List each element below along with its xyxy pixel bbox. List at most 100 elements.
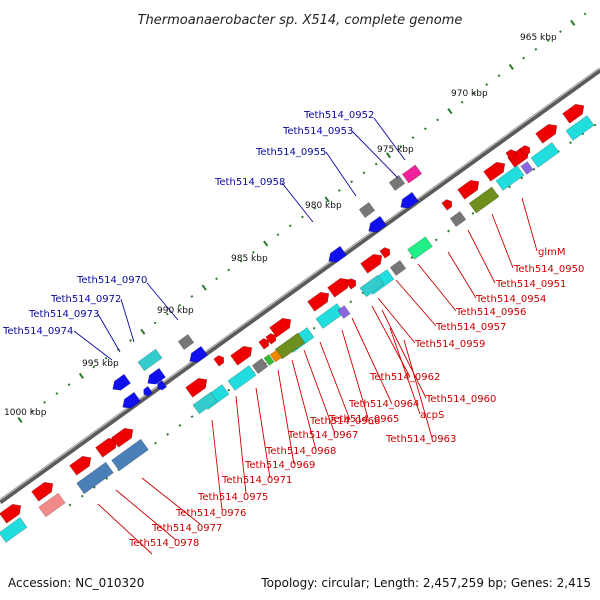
- gene-arrow: [112, 373, 131, 391]
- label-leader: [303, 349, 336, 435]
- gene-label[interactable]: Teth514_0977: [151, 523, 222, 534]
- label-leader: [389, 327, 421, 415]
- gene-label[interactable]: Teth514_0973: [28, 309, 99, 320]
- gene-box: [520, 161, 534, 175]
- gene-label[interactable]: Teth514_0958: [214, 177, 285, 188]
- scale-tick: [67, 383, 71, 387]
- gene-box: [192, 391, 218, 415]
- gene-box: [111, 438, 149, 472]
- gene-label[interactable]: Teth514_0962: [369, 372, 440, 383]
- gene-label[interactable]: Teth514_0955: [255, 147, 326, 158]
- gene-arrow: [441, 199, 453, 211]
- label-leader: [395, 279, 437, 327]
- label-leader: [447, 251, 477, 299]
- gene-label[interactable]: Teth514_0963: [385, 434, 456, 445]
- gene-label[interactable]: Teth514_0978: [128, 538, 199, 549]
- gene-label[interactable]: Teth514_0965: [328, 414, 399, 425]
- gene-label[interactable]: Teth514_0950: [513, 264, 584, 275]
- gene-arrow: [535, 123, 558, 144]
- gene-box: [263, 354, 275, 366]
- scale-tick: [312, 326, 316, 330]
- scale-label: 965 kbp: [520, 33, 557, 43]
- scale-tick: [165, 312, 169, 316]
- scale-tick: [374, 162, 378, 166]
- scale-tick: [55, 392, 59, 395]
- gene-box: [251, 358, 269, 374]
- scale-tick: [301, 215, 304, 219]
- scale-tick: [362, 171, 366, 175]
- scale-label: 970 kbp: [451, 89, 488, 99]
- label-leader: [255, 387, 271, 479]
- label-leader: [120, 298, 135, 343]
- gene-label[interactable]: Teth514_0971: [221, 475, 292, 486]
- scale-tick: [411, 136, 415, 139]
- scale-tick: [471, 211, 475, 215]
- label-leader: [371, 305, 411, 378]
- scale-tick: [324, 196, 330, 203]
- gene-label[interactable]: Teth514_0956: [455, 307, 526, 318]
- gene-label[interactable]: Teth514_0957: [435, 322, 506, 333]
- gene-label[interactable]: Teth514_0976: [175, 508, 246, 519]
- label-leader: [281, 182, 314, 223]
- scale-tick: [227, 388, 231, 392]
- gene-label[interactable]: Teth514_0964: [348, 399, 419, 410]
- gene-box: [565, 115, 595, 141]
- label-leader: [351, 317, 393, 405]
- scale-tick: [460, 100, 464, 104]
- gene-box: [389, 260, 407, 276]
- gene-box: [269, 349, 283, 363]
- gene-label[interactable]: Teth514_0966: [309, 416, 380, 427]
- gene-arrow: [213, 355, 225, 367]
- label-leader: [291, 359, 317, 451]
- label-leader: [277, 369, 295, 465]
- gene-arrow: [483, 161, 506, 182]
- label-leader: [341, 329, 369, 419]
- scale-tick: [227, 268, 231, 272]
- gene-box: [401, 164, 423, 184]
- gene-label[interactable]: Teth514_0975: [197, 492, 268, 503]
- gene-label[interactable]: Teth514_0970: [76, 275, 147, 286]
- scale-labels: 965 kbp 970 kbp 975 kbp 980 kbp 985 kbp …: [4, 33, 557, 418]
- scale-tick: [166, 432, 170, 436]
- scale-tick: [436, 118, 440, 122]
- gene-arrow: [143, 385, 154, 397]
- gene-label[interactable]: Teth514_0953: [282, 126, 353, 137]
- map-title: Thermoanaerobacter sp. X514, complete ge…: [138, 13, 463, 28]
- gene-box: [337, 305, 351, 319]
- gene-label[interactable]: Teth514_0954: [475, 294, 546, 305]
- scale-tick: [68, 503, 72, 507]
- gene-label[interactable]: Teth514_0974: [2, 326, 73, 337]
- gene-label[interactable]: Teth514_0969: [244, 460, 315, 471]
- scale-tick: [447, 108, 453, 115]
- scale-tick: [190, 415, 194, 419]
- gene-label[interactable]: acpS: [420, 410, 444, 421]
- label-leader: [211, 419, 223, 511]
- gene-arrow: [269, 317, 292, 338]
- gene-box: [449, 211, 467, 227]
- gene-label[interactable]: Teth514_0951: [495, 279, 566, 290]
- scale-tick: [447, 229, 450, 233]
- gene-arrow: [265, 333, 277, 345]
- gene-label[interactable]: Teth514_0952: [303, 110, 374, 121]
- gene-label[interactable]: Teth514_0968: [265, 446, 336, 457]
- label-leader: [97, 503, 153, 555]
- scale-tick: [473, 92, 476, 95]
- gene-label[interactable]: Teth514_0967: [287, 430, 358, 441]
- gene-arrow: [31, 481, 54, 502]
- scale-tick: [288, 224, 292, 228]
- genome-backbone: [0, 67, 600, 505]
- gene-label[interactable]: glmM: [538, 247, 566, 258]
- scale-tick: [30, 409, 34, 413]
- backbone-highlight: [0, 67, 600, 501]
- label-leader: [97, 313, 121, 353]
- gene-label[interactable]: Teth514_0960: [425, 394, 496, 405]
- scale-tick: [313, 206, 317, 210]
- scale-tick: [570, 19, 576, 26]
- gene-label[interactable]: Teth514_0959: [414, 339, 485, 350]
- scale-tick: [251, 250, 255, 254]
- accession-text: Accession: NC_010320: [8, 576, 144, 590]
- scale-tick: [263, 240, 269, 247]
- gene-arrow: [258, 338, 270, 350]
- gene-label[interactable]: Teth514_0972: [50, 294, 121, 305]
